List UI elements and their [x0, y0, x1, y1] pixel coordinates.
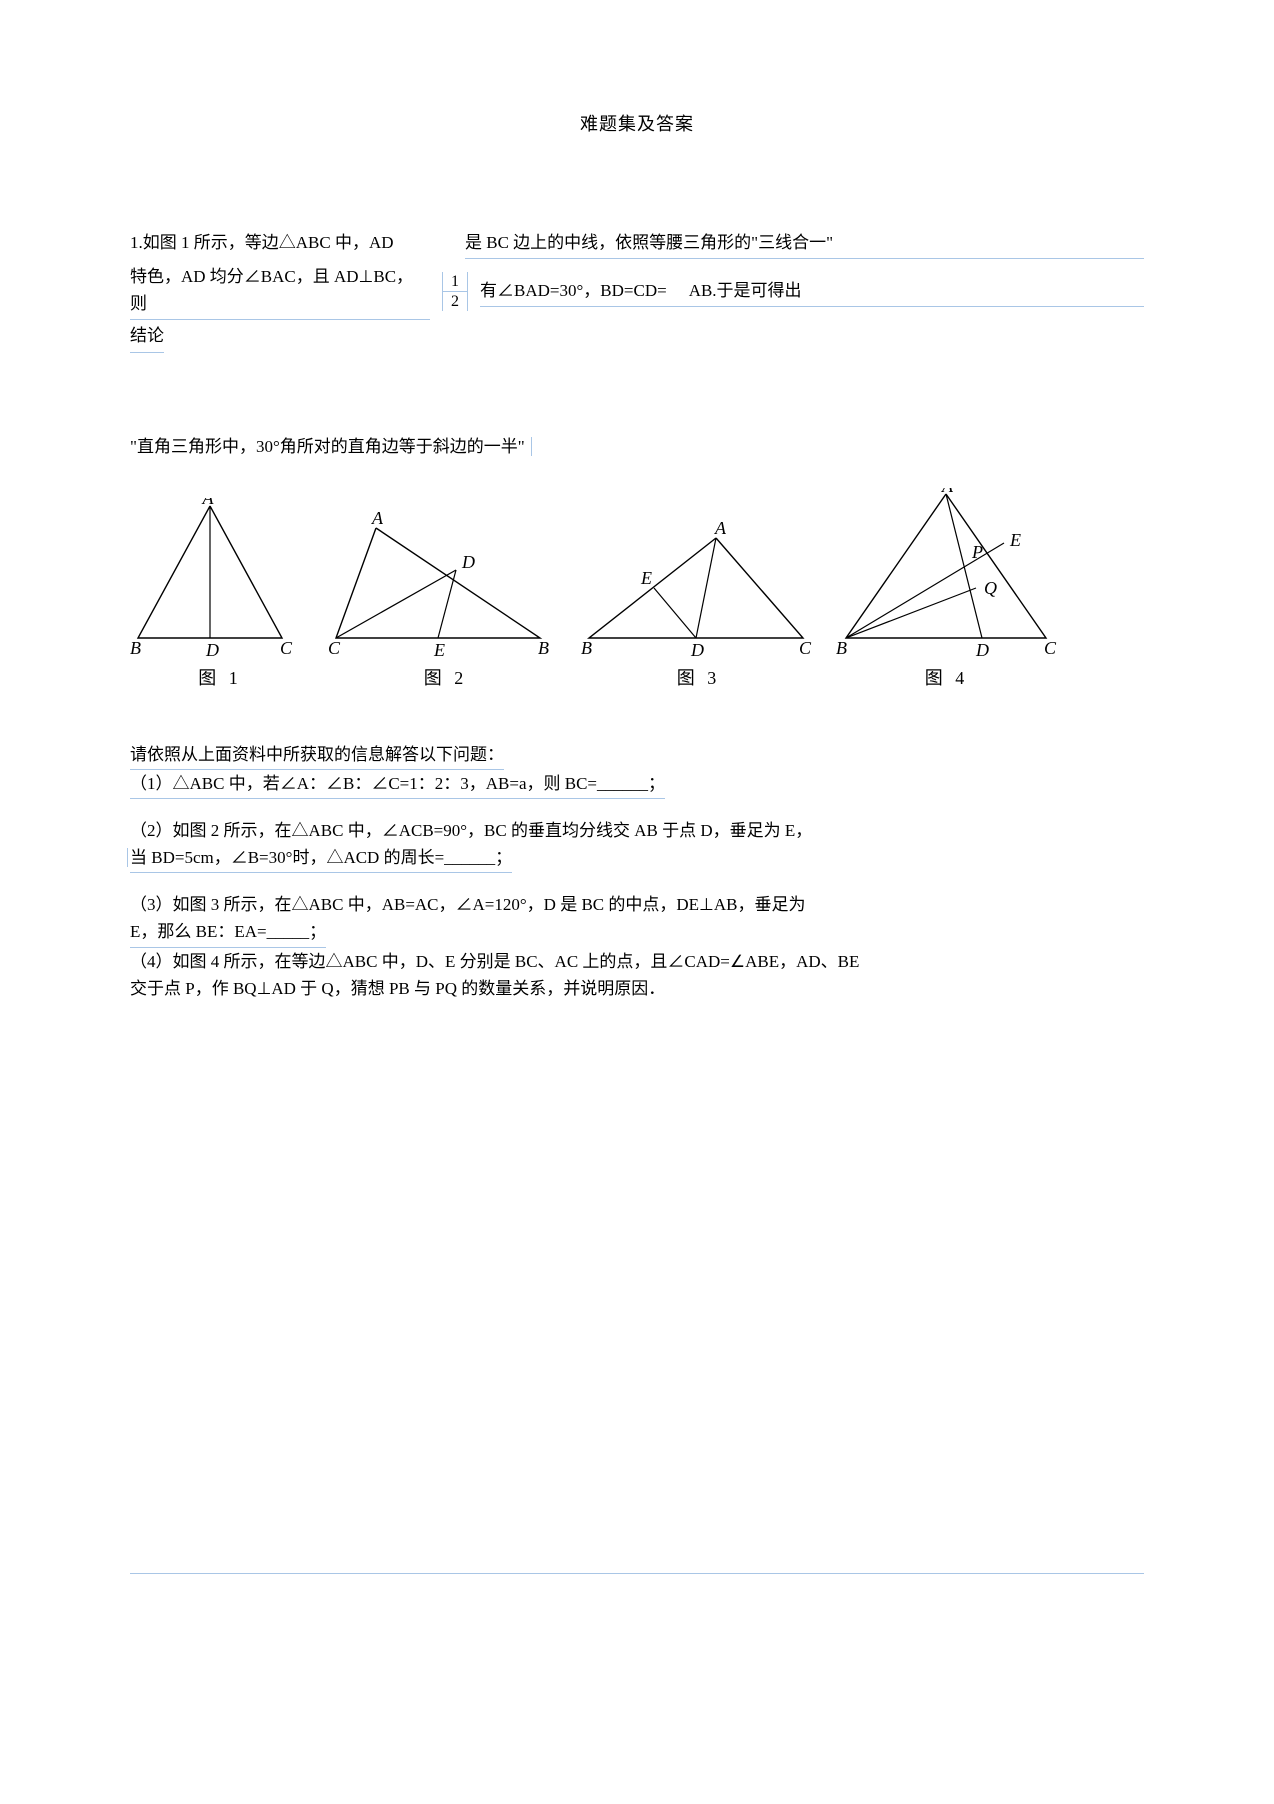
- p1-line1-left: 1.如图 1 所示，等边△ABC 中，AD: [130, 229, 465, 256]
- q3-line1: （3）如图 3 所示，在△ABC 中，AB=AC，∠A=120°，D 是 BC …: [130, 891, 1144, 918]
- q2-line2: 当 BD=5cm，∠B=30°时，△ACD 的周长=______；: [127, 848, 512, 867]
- svg-text:B: B: [581, 638, 592, 658]
- statement: "直角三角形中，30°角所对的直角边等于斜边的一半": [130, 433, 532, 460]
- svg-text:D: D: [461, 552, 475, 572]
- p1-line1-right: 是 BC 边上的中线，依照等腰三角形的"三线合一": [465, 229, 1144, 259]
- bottom-rule: [130, 1573, 1144, 1574]
- q4-line2: 交于点 P，作 BQ⊥AD 于 Q，猜想 PB 与 PQ 的数量关系，并说明原因…: [130, 975, 1144, 1002]
- svg-text:D: D: [690, 640, 704, 658]
- svg-text:A: A: [941, 488, 954, 496]
- p1-line2-right-b: AB.于是可得出: [689, 277, 802, 304]
- question-1: （1）△ABC 中，若∠A：∠B：∠C=1：2：3，AB=a，则 BC=____…: [130, 770, 665, 799]
- frac-num: 1: [443, 272, 467, 292]
- fraction-half: 1 2: [430, 272, 480, 311]
- svg-text:C: C: [280, 638, 293, 658]
- figure-3-caption: 图 3: [581, 664, 816, 693]
- svg-text:B: B: [836, 638, 847, 658]
- svg-text:C: C: [1044, 638, 1057, 658]
- q4-line1: （4）如图 4 所示，在等边△ABC 中，D、E 分别是 BC、AC 上的点，且…: [130, 948, 1144, 975]
- svg-text:A: A: [714, 518, 727, 538]
- instruction-text: 请依照从上面资料中所获取的信息解答以下问题：: [130, 741, 504, 770]
- instruction: 请依照从上面资料中所获取的信息解答以下问题： （1）△ABC 中，若∠A：∠B：…: [130, 741, 1144, 799]
- svg-text:B: B: [130, 638, 141, 658]
- figure-3: A E B D C 图 3: [581, 498, 816, 693]
- problem-1: 1.如图 1 所示，等边△ABC 中，AD 是 BC 边上的中线，依照等腰三角形…: [130, 229, 1144, 353]
- statement-text: "直角三角形中，30°角所对的直角边等于斜边的一半": [130, 437, 532, 456]
- svg-text:Q: Q: [984, 578, 997, 598]
- frac-den: 2: [443, 292, 467, 311]
- svg-text:A: A: [202, 498, 215, 508]
- figure-1-caption: 图 1: [130, 664, 310, 693]
- q2-line1: （2）如图 2 所示，在△ABC 中，∠ACB=90°，BC 的垂直均分线交 A…: [130, 817, 1144, 844]
- question-2: （2）如图 2 所示，在△ABC 中，∠ACB=90°，BC 的垂直均分线交 A…: [130, 817, 1144, 873]
- q3-line2: E，那么 BE：EA=_____；: [130, 918, 326, 947]
- figure-4-caption: 图 4: [834, 664, 1059, 693]
- svg-text:D: D: [205, 640, 219, 658]
- svg-text:A: A: [371, 508, 384, 528]
- figure-2: A D C E B 图 2: [328, 498, 563, 693]
- question-3: （3）如图 3 所示，在△ABC 中，AB=AC，∠A=120°，D 是 BC …: [130, 891, 1144, 947]
- svg-text:P: P: [971, 542, 983, 562]
- figure-4: A E P Q B D C 图 4: [834, 488, 1059, 693]
- svg-text:E: E: [433, 640, 445, 658]
- p1-line2-right-a: 有∠BAD=30°，BD=CD=: [480, 277, 667, 304]
- figure-1: A B D C 图 1: [130, 498, 310, 693]
- svg-text:C: C: [799, 638, 812, 658]
- figure-2-caption: 图 2: [328, 664, 563, 693]
- svg-text:E: E: [640, 568, 652, 588]
- figures-row: A B D C 图 1 A D C E B 图 2: [130, 488, 1144, 693]
- svg-text:B: B: [538, 638, 549, 658]
- svg-text:D: D: [975, 640, 989, 658]
- svg-text:E: E: [1009, 530, 1021, 550]
- svg-text:C: C: [328, 638, 341, 658]
- p1-line2-left: 特色，AD 均分∠BAC，且 AD⊥BC，则: [130, 263, 430, 320]
- question-4: （4）如图 4 所示，在等边△ABC 中，D、E 分别是 BC、AC 上的点，且…: [130, 948, 1144, 1002]
- doc-title: 难题集及答案: [130, 110, 1144, 139]
- page: 难题集及答案 1.如图 1 所示，等边△ABC 中，AD 是 BC 边上的中线，…: [0, 0, 1274, 1804]
- p1-conclusion: 结论: [130, 322, 164, 352]
